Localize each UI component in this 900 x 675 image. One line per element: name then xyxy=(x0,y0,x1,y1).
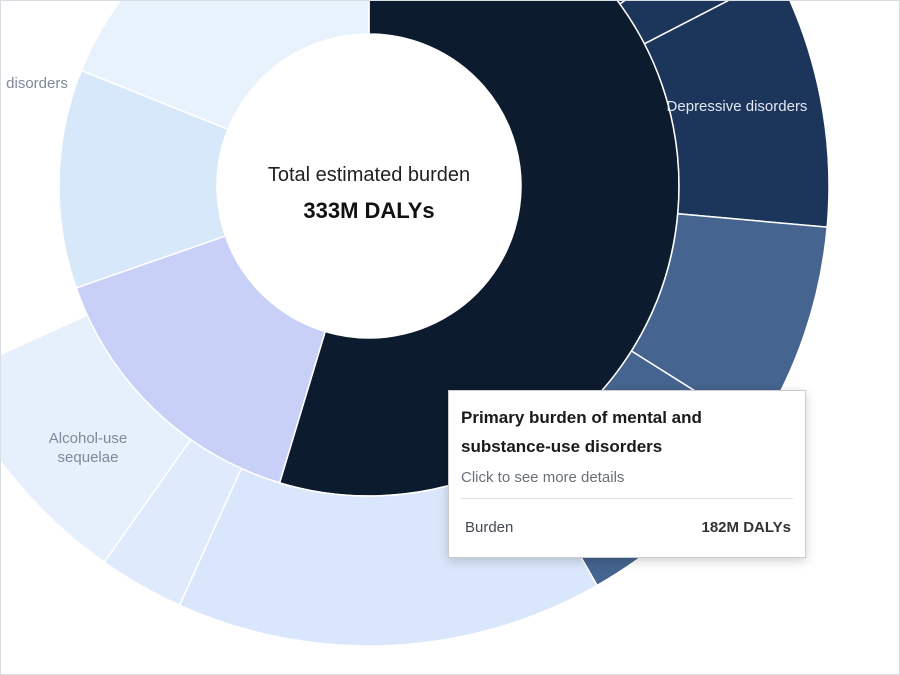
inner-ring xyxy=(58,1,680,497)
segment-label-0: Depressive disorders xyxy=(667,98,808,115)
center-hole xyxy=(217,34,521,338)
tooltip-row-label: Burden xyxy=(465,519,514,536)
tooltip-row-value: 182M DALYs xyxy=(701,519,792,536)
tooltip-row: Burden 182M DALYs xyxy=(461,499,793,536)
center-title: Total estimated burden xyxy=(268,164,470,186)
segment-labels: Depressive disorders Alcohol-use sequelae d… xyxy=(6,75,807,466)
tooltip-title: Primary burden of mental and substance-u… xyxy=(461,408,702,456)
center-value: 333M DALYs xyxy=(303,198,434,223)
tooltip[interactable]: Primary burden of mental and substance-u… xyxy=(448,390,806,558)
tooltip-hint[interactable]: Click to see more details xyxy=(461,469,793,499)
segment-label-7: Alcohol-use sequelae xyxy=(49,430,127,466)
outer-segment-9[interactable] xyxy=(1,314,192,564)
segment-label-9: disorders xyxy=(6,75,68,92)
